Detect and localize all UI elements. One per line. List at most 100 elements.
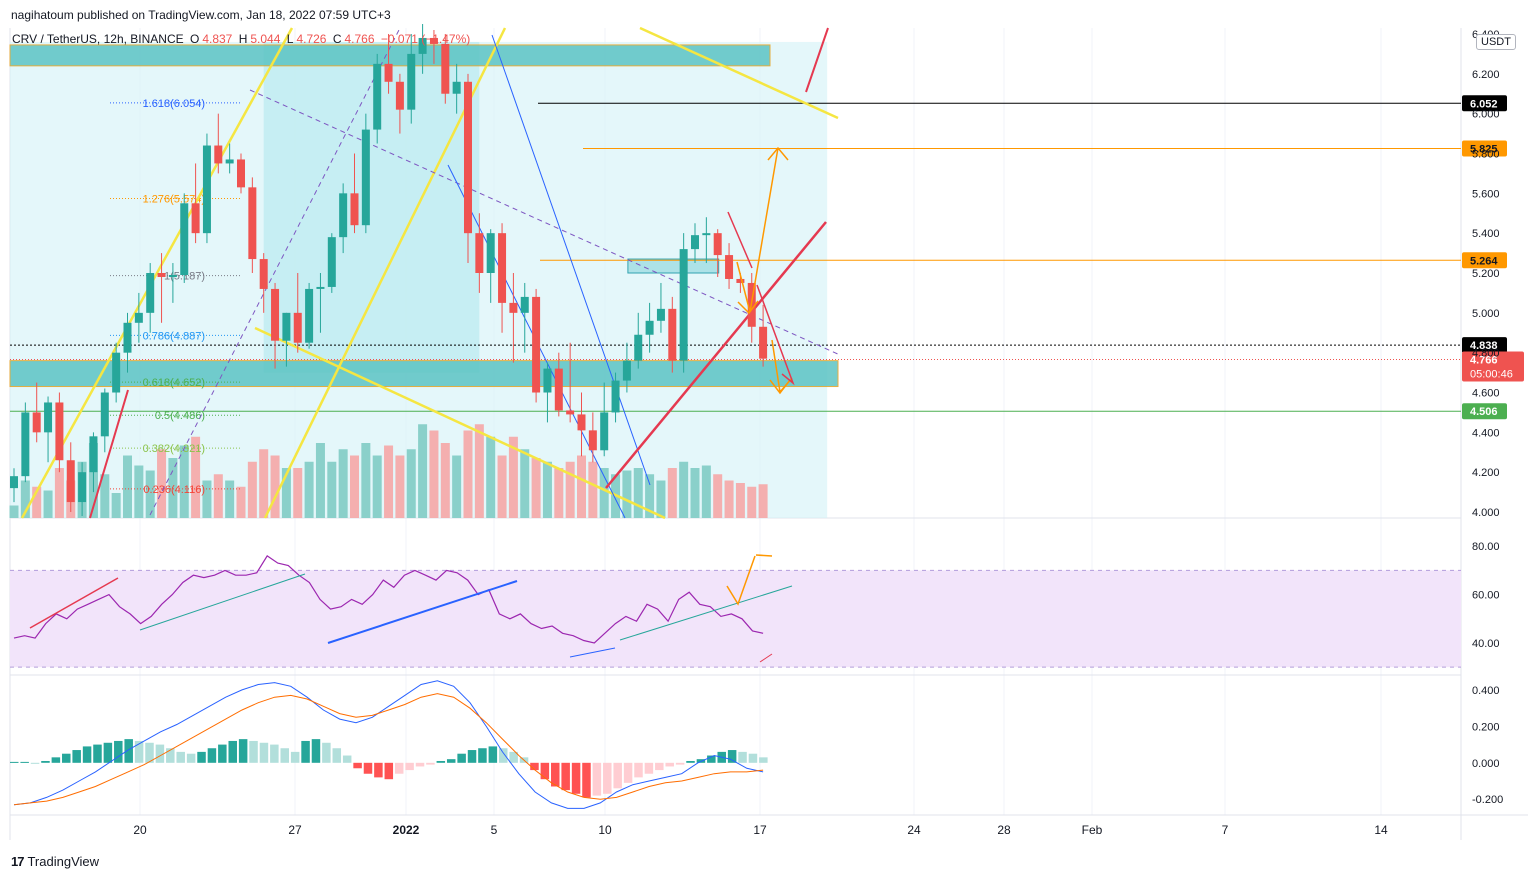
macd-histogram-bar bbox=[41, 760, 50, 763]
macd-histogram-bar bbox=[571, 762, 581, 794]
volume-bar bbox=[452, 455, 462, 518]
macd-histogram-bar bbox=[228, 740, 237, 763]
rsi-trend-green bbox=[139, 573, 306, 631]
yellow-channel-line bbox=[20, 27, 294, 519]
red-arrow bbox=[727, 211, 753, 269]
candle-body bbox=[634, 334, 643, 361]
rsi-line bbox=[13, 555, 764, 644]
legend-l-value: 4.726 bbox=[296, 32, 327, 46]
candle-body bbox=[509, 302, 518, 313]
candle-body bbox=[600, 412, 609, 451]
volume-bar bbox=[758, 484, 768, 518]
price-tick-label: 6.000 bbox=[1472, 109, 1500, 121]
volume-bar bbox=[9, 505, 19, 518]
macd-histogram-bar bbox=[155, 744, 165, 763]
level-badge-label: 5.825 bbox=[1470, 144, 1498, 156]
candle-body bbox=[702, 233, 711, 236]
volume-bars bbox=[9, 424, 768, 518]
volume-bar bbox=[679, 461, 689, 518]
volume-bar bbox=[406, 449, 416, 518]
macd-histogram-bar bbox=[488, 746, 498, 763]
price-tick-label: 5.000 bbox=[1472, 308, 1500, 320]
candle-body bbox=[464, 81, 472, 234]
support-boxes bbox=[9, 44, 839, 388]
currency-badge[interactable]: USDT bbox=[1476, 34, 1516, 50]
macd-histogram-bar bbox=[530, 762, 539, 771]
volume-bar bbox=[281, 468, 291, 518]
macd-histogram-bar bbox=[478, 748, 487, 763]
macd-histogram-bar bbox=[290, 751, 300, 763]
candle-body bbox=[691, 235, 699, 250]
candle-body bbox=[498, 233, 507, 303]
rsi-trend-blue-small bbox=[569, 647, 616, 658]
volume-bar bbox=[350, 455, 359, 518]
macd-histogram-bar bbox=[686, 760, 695, 763]
macd-histogram-bar bbox=[613, 762, 622, 789]
candle-body bbox=[350, 193, 359, 226]
legend-change: −0.071 (−1.47%) bbox=[380, 32, 471, 46]
candle-body bbox=[78, 472, 87, 503]
volume-bar bbox=[747, 486, 757, 518]
legend-o-value: 4.837 bbox=[202, 32, 233, 46]
candle-body bbox=[168, 274, 177, 277]
candle-body bbox=[486, 233, 495, 273]
macd-histogram-bar bbox=[759, 757, 768, 763]
volume-bar bbox=[111, 493, 121, 518]
countdown-label: 05:00:46 bbox=[1470, 368, 1513, 380]
candle-body bbox=[611, 380, 620, 413]
rsi-tick-label: 40.00 bbox=[1472, 638, 1500, 650]
candle-body bbox=[759, 326, 768, 359]
macd-histogram-bar bbox=[20, 761, 29, 763]
volume-bar bbox=[667, 468, 677, 518]
price-tick-label: 4.200 bbox=[1472, 467, 1500, 479]
macd-histogram-bar bbox=[301, 740, 310, 763]
volume-bar bbox=[701, 465, 711, 518]
macd-histogram-bar bbox=[644, 762, 654, 774]
macd-histogram-bar bbox=[249, 740, 258, 763]
candle-body bbox=[123, 322, 132, 353]
volume-bar bbox=[304, 461, 314, 518]
macd-histogram-bar bbox=[374, 762, 383, 778]
blue-channel-line bbox=[491, 34, 651, 486]
time-tick-label: 14 bbox=[1374, 823, 1388, 837]
level-badge bbox=[1462, 252, 1507, 269]
time-tick-label: 24 bbox=[907, 823, 921, 837]
macd-line bbox=[13, 680, 764, 809]
candle-body bbox=[679, 249, 688, 361]
candle-body bbox=[407, 53, 416, 110]
macd-histogram-bar bbox=[197, 751, 206, 763]
candle-body bbox=[32, 412, 41, 433]
macd-histogram-bar bbox=[561, 762, 570, 791]
candle-body bbox=[191, 203, 200, 234]
rsi-trend-green bbox=[619, 585, 793, 641]
candles bbox=[10, 24, 768, 517]
tradingview-footer[interactable]: 17 TradingView bbox=[11, 854, 99, 869]
macd-panel: 0.400 0.200 0.000 -0.200 bbox=[10, 680, 1503, 809]
legend-h-label: H bbox=[238, 32, 248, 46]
volume-bar bbox=[247, 461, 257, 518]
candle-body bbox=[55, 402, 64, 461]
volume-bar bbox=[213, 474, 223, 518]
volume-bar bbox=[293, 468, 303, 518]
price-tick-label: 4.800 bbox=[1472, 348, 1500, 360]
candle-body bbox=[395, 81, 404, 110]
macd-histogram-bar bbox=[509, 751, 518, 763]
candle-body bbox=[21, 412, 30, 477]
macd-histogram-bar bbox=[467, 750, 477, 763]
candle-body bbox=[327, 237, 336, 287]
macd-histogram-bar bbox=[10, 761, 19, 763]
volume-bar bbox=[270, 455, 280, 518]
candle-body bbox=[339, 193, 348, 238]
volume-bar bbox=[645, 474, 655, 518]
candle-body bbox=[157, 273, 166, 277]
candle-body bbox=[554, 368, 563, 411]
volume-bar bbox=[395, 455, 405, 518]
macd-tick-label: -0.200 bbox=[1472, 794, 1503, 806]
volume-bar bbox=[429, 430, 439, 518]
candle-body bbox=[66, 460, 75, 503]
price-tick-label: 4.600 bbox=[1472, 388, 1500, 400]
candle-body bbox=[361, 129, 370, 226]
price-tick-label: 4.000 bbox=[1472, 507, 1500, 519]
volume-bar bbox=[191, 436, 201, 518]
